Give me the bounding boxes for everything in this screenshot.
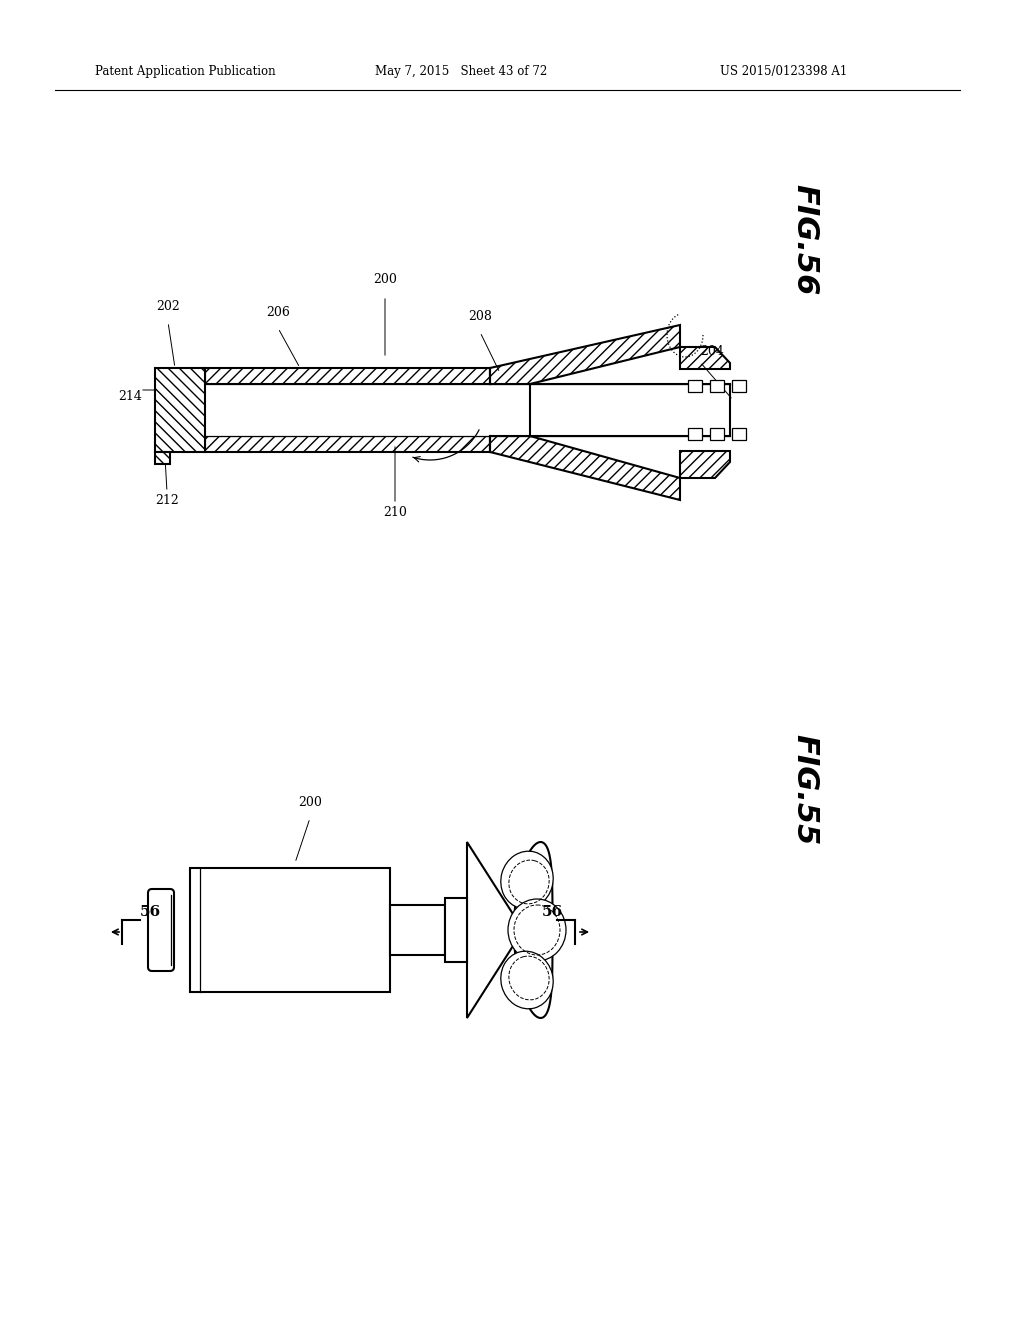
Bar <box>709 428 723 440</box>
Bar <box>205 368 489 384</box>
Bar <box>205 384 489 436</box>
Bar <box>732 380 745 392</box>
Bar <box>389 906 444 954</box>
Text: May 7, 2015   Sheet 43 of 72: May 7, 2015 Sheet 43 of 72 <box>375 66 547 78</box>
Bar <box>205 436 489 451</box>
Text: Patent Application Publication: Patent Application Publication <box>95 66 275 78</box>
Text: 206: 206 <box>266 306 289 319</box>
Bar <box>709 380 723 392</box>
Text: 56: 56 <box>541 906 562 919</box>
Bar <box>205 436 489 451</box>
Polygon shape <box>467 842 552 1018</box>
Text: 208: 208 <box>468 310 491 323</box>
Text: 210: 210 <box>383 506 407 519</box>
Text: FIG.56: FIG.56 <box>790 185 818 296</box>
Text: 202: 202 <box>156 300 179 313</box>
Polygon shape <box>680 347 730 370</box>
Ellipse shape <box>500 851 552 908</box>
Text: 200: 200 <box>373 273 396 286</box>
Polygon shape <box>680 451 730 478</box>
Bar <box>688 428 701 440</box>
Bar <box>688 380 701 392</box>
Text: 214: 214 <box>118 389 142 403</box>
Ellipse shape <box>500 952 552 1008</box>
Text: US 2015/0123398 A1: US 2015/0123398 A1 <box>719 66 847 78</box>
Text: FIG.55: FIG.55 <box>790 734 818 846</box>
Polygon shape <box>489 325 680 384</box>
Text: 56: 56 <box>140 906 161 919</box>
Bar <box>190 869 389 993</box>
Bar <box>155 451 170 465</box>
Text: 204: 204 <box>699 345 723 358</box>
Polygon shape <box>489 436 680 500</box>
Text: 200: 200 <box>298 796 322 809</box>
Bar <box>444 898 467 962</box>
Polygon shape <box>155 368 205 451</box>
FancyBboxPatch shape <box>148 888 174 972</box>
Ellipse shape <box>507 899 566 961</box>
Bar <box>155 451 170 465</box>
Bar <box>732 428 745 440</box>
Bar <box>530 384 730 436</box>
Text: 212: 212 <box>155 494 178 507</box>
Bar <box>205 368 489 384</box>
